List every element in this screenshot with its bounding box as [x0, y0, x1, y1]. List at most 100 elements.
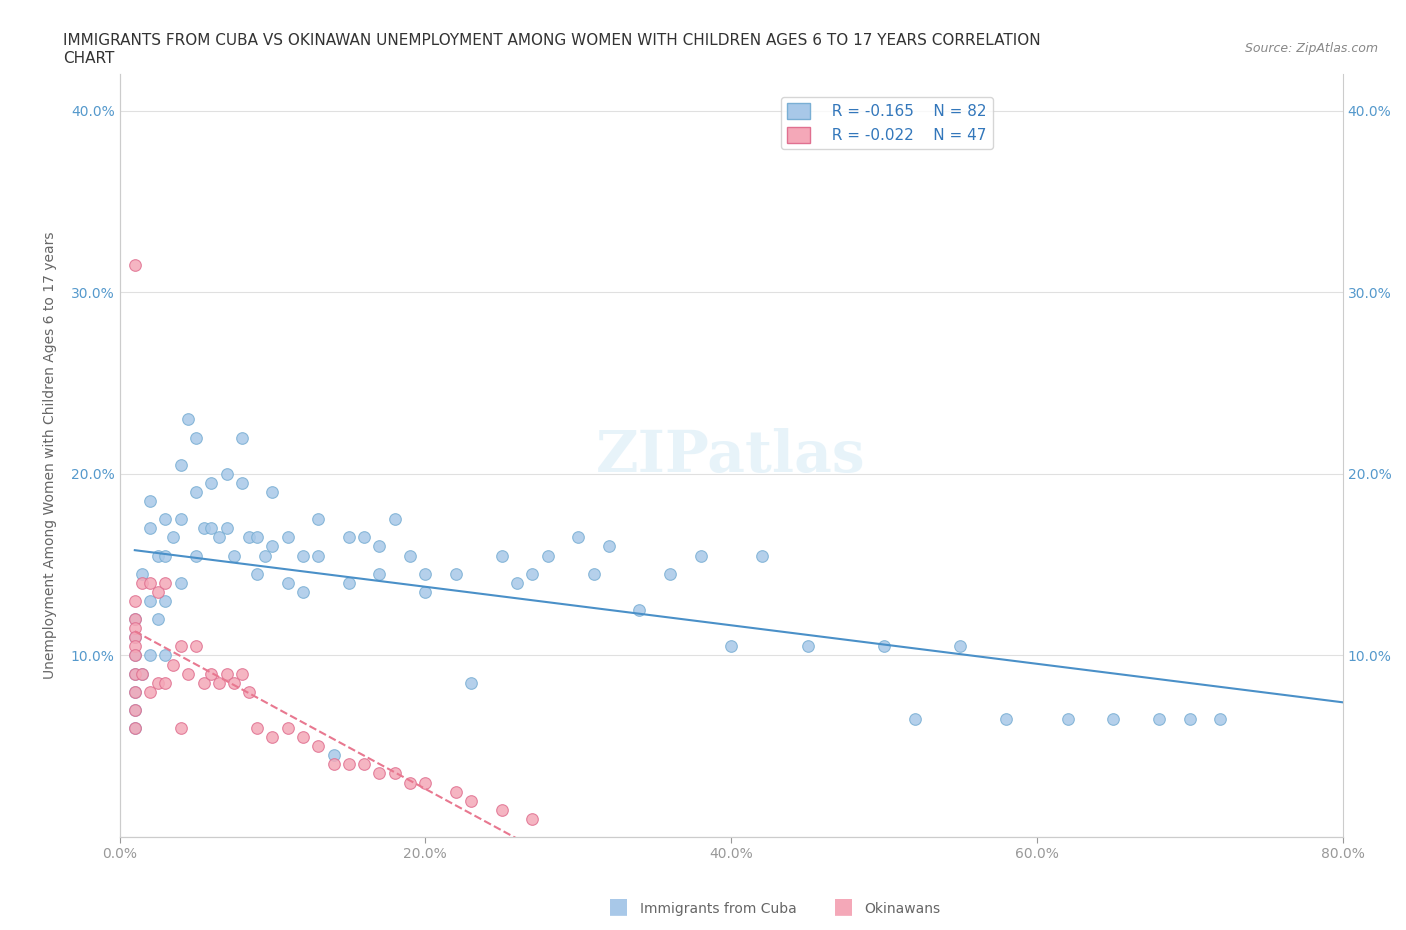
- Point: [169, 512, 191, 526]
- Point: [193, 521, 215, 536]
- Point: [124, 648, 146, 663]
- Point: [124, 630, 146, 644]
- Point: [155, 648, 177, 663]
- Point: [184, 430, 207, 445]
- Point: [399, 548, 422, 563]
- Point: [384, 512, 406, 526]
- Point: [751, 548, 773, 563]
- Point: [215, 521, 238, 536]
- Point: [124, 612, 146, 627]
- Point: [537, 548, 560, 563]
- Point: [689, 548, 711, 563]
- Point: [124, 648, 146, 663]
- Point: [253, 548, 276, 563]
- Point: [184, 639, 207, 654]
- Point: [124, 258, 146, 272]
- Point: [139, 521, 162, 536]
- Point: [169, 721, 191, 736]
- Point: [215, 666, 238, 681]
- Point: [873, 639, 896, 654]
- Point: [155, 548, 177, 563]
- Y-axis label: Unemployment Among Women with Children Ages 6 to 17 years: Unemployment Among Women with Children A…: [44, 232, 56, 680]
- Point: [262, 730, 284, 745]
- Point: [904, 711, 927, 726]
- Point: [337, 576, 360, 591]
- Point: [124, 684, 146, 699]
- Point: [131, 666, 153, 681]
- Point: [368, 566, 391, 581]
- Point: [146, 584, 169, 599]
- Text: Okinawans: Okinawans: [865, 902, 941, 916]
- Point: [184, 485, 207, 499]
- Text: IMMIGRANTS FROM CUBA VS OKINAWAN UNEMPLOYMENT AMONG WOMEN WITH CHILDREN AGES 6 T: IMMIGRANTS FROM CUBA VS OKINAWAN UNEMPLO…: [63, 33, 1040, 47]
- Point: [131, 666, 153, 681]
- Point: [155, 576, 177, 591]
- Point: [131, 566, 153, 581]
- Point: [139, 576, 162, 591]
- Point: [169, 639, 191, 654]
- Text: ■: ■: [609, 896, 628, 916]
- Text: ZIPatlas: ZIPatlas: [596, 428, 866, 484]
- Point: [277, 576, 299, 591]
- Point: [169, 458, 191, 472]
- Point: [384, 766, 406, 781]
- Point: [162, 530, 184, 545]
- Point: [307, 738, 329, 753]
- Point: [124, 620, 146, 635]
- Point: [1102, 711, 1125, 726]
- Point: [124, 721, 146, 736]
- Point: [124, 639, 146, 654]
- Point: [307, 512, 329, 526]
- Point: [292, 730, 315, 745]
- Point: [238, 684, 260, 699]
- Point: [1209, 711, 1232, 726]
- Point: [399, 775, 422, 790]
- Point: [1056, 711, 1078, 726]
- Point: [322, 757, 344, 772]
- Point: [720, 639, 742, 654]
- Point: [262, 539, 284, 554]
- Point: [506, 576, 529, 591]
- Point: [246, 566, 269, 581]
- Point: [200, 521, 222, 536]
- Point: [124, 721, 146, 736]
- Point: [139, 593, 162, 608]
- Point: [200, 666, 222, 681]
- Point: [1149, 711, 1171, 726]
- Point: [659, 566, 682, 581]
- Point: [124, 630, 146, 644]
- Point: [368, 539, 391, 554]
- Text: ■: ■: [834, 896, 853, 916]
- Point: [124, 593, 146, 608]
- Point: [208, 530, 231, 545]
- Text: CHART: CHART: [63, 51, 115, 66]
- Point: [215, 467, 238, 482]
- Point: [155, 512, 177, 526]
- Point: [522, 811, 544, 826]
- Point: [124, 666, 146, 681]
- Point: [628, 603, 651, 618]
- Point: [231, 430, 253, 445]
- Point: [246, 721, 269, 736]
- Point: [307, 548, 329, 563]
- Point: [796, 639, 818, 654]
- Point: [444, 566, 467, 581]
- Point: [995, 711, 1018, 726]
- Point: [131, 576, 153, 591]
- Point: [522, 566, 544, 581]
- Point: [292, 584, 315, 599]
- Point: [224, 675, 246, 690]
- Point: [582, 566, 605, 581]
- Point: [124, 702, 146, 717]
- Point: [224, 548, 246, 563]
- Point: [246, 530, 269, 545]
- Point: [949, 639, 972, 654]
- Point: [368, 766, 391, 781]
- Point: [277, 530, 299, 545]
- Point: [177, 666, 200, 681]
- Point: [124, 612, 146, 627]
- Point: [353, 757, 375, 772]
- Point: [231, 666, 253, 681]
- Point: [177, 412, 200, 427]
- Point: [337, 530, 360, 545]
